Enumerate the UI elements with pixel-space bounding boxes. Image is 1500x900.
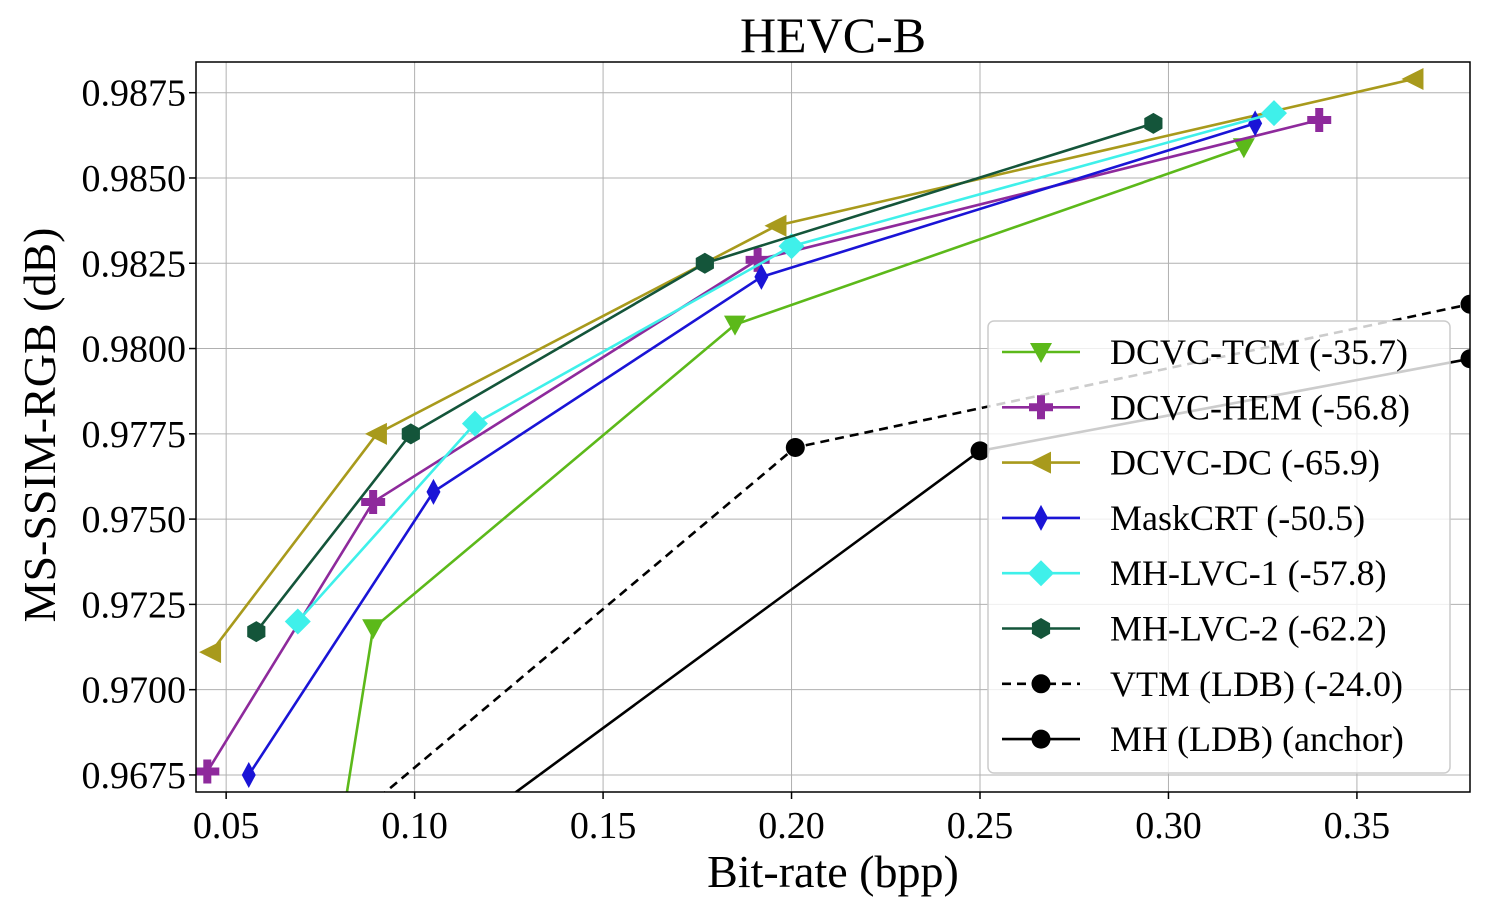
data-point <box>364 422 387 445</box>
legend-marker <box>1028 560 1054 587</box>
legend-marker <box>1031 618 1051 639</box>
data-point <box>362 619 385 640</box>
legend-item: DCVC-HEM (-56.8) <box>1002 387 1410 427</box>
data-point <box>970 441 990 461</box>
legend-marker <box>1031 674 1051 694</box>
legend: DCVC-TCM (-35.7) DCVC-HEM (-56.8) DCVC-DC … <box>987 320 1451 774</box>
legend-item: MaskCRT (-50.5) <box>1002 498 1365 538</box>
legend-label: DCVC-HEM (-56.8) <box>1110 387 1410 427</box>
y-tick-label: 0.9875 <box>82 73 187 115</box>
data-point <box>461 410 488 437</box>
legend-item: DCVC-DC (-65.9) <box>1002 443 1380 483</box>
series-line <box>345 146 1245 792</box>
series-4 <box>284 100 1287 635</box>
data-point <box>1144 112 1163 134</box>
x-axis-label: Bit-rate (bpp) <box>707 846 959 897</box>
y-tick-label: 0.9700 <box>82 670 187 712</box>
axes: 0.05 0.10 0.15 0.20 0.25 0.30 0.35 0.9675 0.9700… <box>82 61 1471 847</box>
data-point <box>426 478 441 505</box>
y-tick-label: 0.9800 <box>82 329 187 371</box>
series-2 <box>199 68 1424 664</box>
x-tick-label: 0.20 <box>758 805 825 847</box>
legend-item: MH (LDB) (anchor) <box>1002 719 1404 759</box>
data-point <box>764 214 787 237</box>
data-point <box>754 263 769 290</box>
legend-item: DCVC-TCM (-35.7) <box>1002 332 1408 372</box>
series-line <box>296 111 1275 623</box>
legend-item: VTM (LDB) (-24.0) <box>1002 664 1403 704</box>
y-tick-label: 0.9850 <box>82 158 187 200</box>
legend-marker <box>1029 451 1051 474</box>
x-tick-label: 0.15 <box>570 805 637 847</box>
data-point <box>196 759 220 784</box>
data-point <box>1401 68 1424 91</box>
plot-frame <box>195 61 1471 793</box>
legend-label: MH (LDB) (anchor) <box>1110 719 1404 759</box>
series-line <box>247 122 1256 776</box>
x-tick-label: 0.30 <box>1135 805 1202 847</box>
data-point <box>695 252 714 274</box>
legend-label: MH-LVC-2 (-62.2) <box>1110 609 1387 649</box>
data-point <box>1460 349 1470 369</box>
y-tick-label: 0.9750 <box>82 499 187 541</box>
x-tick-label: 0.10 <box>381 805 448 847</box>
y-tick-label: 0.9675 <box>82 755 187 797</box>
data-point <box>1232 138 1255 159</box>
data-point <box>284 608 311 635</box>
legend-marker <box>1030 343 1052 363</box>
data-point <box>401 423 420 445</box>
series-line <box>255 122 1154 633</box>
series-line <box>210 77 1414 653</box>
legend-label: MaskCRT (-50.5) <box>1110 498 1365 538</box>
x-tick-label: 0.25 <box>947 805 1014 847</box>
series-0 <box>345 138 1255 792</box>
legend-item: MH-LVC-1 (-57.8) <box>1002 553 1387 593</box>
data-point <box>1460 294 1470 314</box>
data-point <box>361 490 386 515</box>
series-5 <box>247 112 1163 643</box>
data-point <box>745 247 770 272</box>
data-point <box>1261 100 1287 127</box>
plot-series <box>196 68 1470 792</box>
legend-label: VTM (LDB) (-24.0) <box>1110 664 1403 704</box>
data-point <box>778 233 805 260</box>
y-tick-label: 0.9725 <box>82 584 187 626</box>
legend-label: MH-LVC-1 (-57.8) <box>1110 553 1387 593</box>
chart-title: HEVC-B <box>740 7 926 63</box>
series-3 <box>241 110 1263 788</box>
legend-box <box>987 320 1451 774</box>
legend-marker <box>1029 395 1053 420</box>
legend-label: DCVC-TCM (-35.7) <box>1110 332 1408 372</box>
legend-label: DCVC-DC (-65.9) <box>1110 443 1380 483</box>
data-point <box>724 315 746 336</box>
data-point <box>199 641 222 664</box>
x-tick-label: 0.05 <box>193 805 260 847</box>
data-point <box>785 437 805 457</box>
legend-marker <box>1031 729 1051 749</box>
y-axis-label: MS-SSIM-RGB (dB) <box>14 228 65 623</box>
y-tick-label: 0.9825 <box>82 243 187 285</box>
series-6 <box>383 294 1470 792</box>
legend-marker <box>1034 504 1048 531</box>
legend-item: MH-LVC-2 (-62.2) <box>1002 609 1387 649</box>
data-point <box>1307 107 1332 132</box>
x-tick-label: 0.35 <box>1324 805 1391 847</box>
data-point <box>247 621 266 643</box>
data-point <box>241 761 256 788</box>
y-tick-label: 0.9775 <box>82 414 187 456</box>
